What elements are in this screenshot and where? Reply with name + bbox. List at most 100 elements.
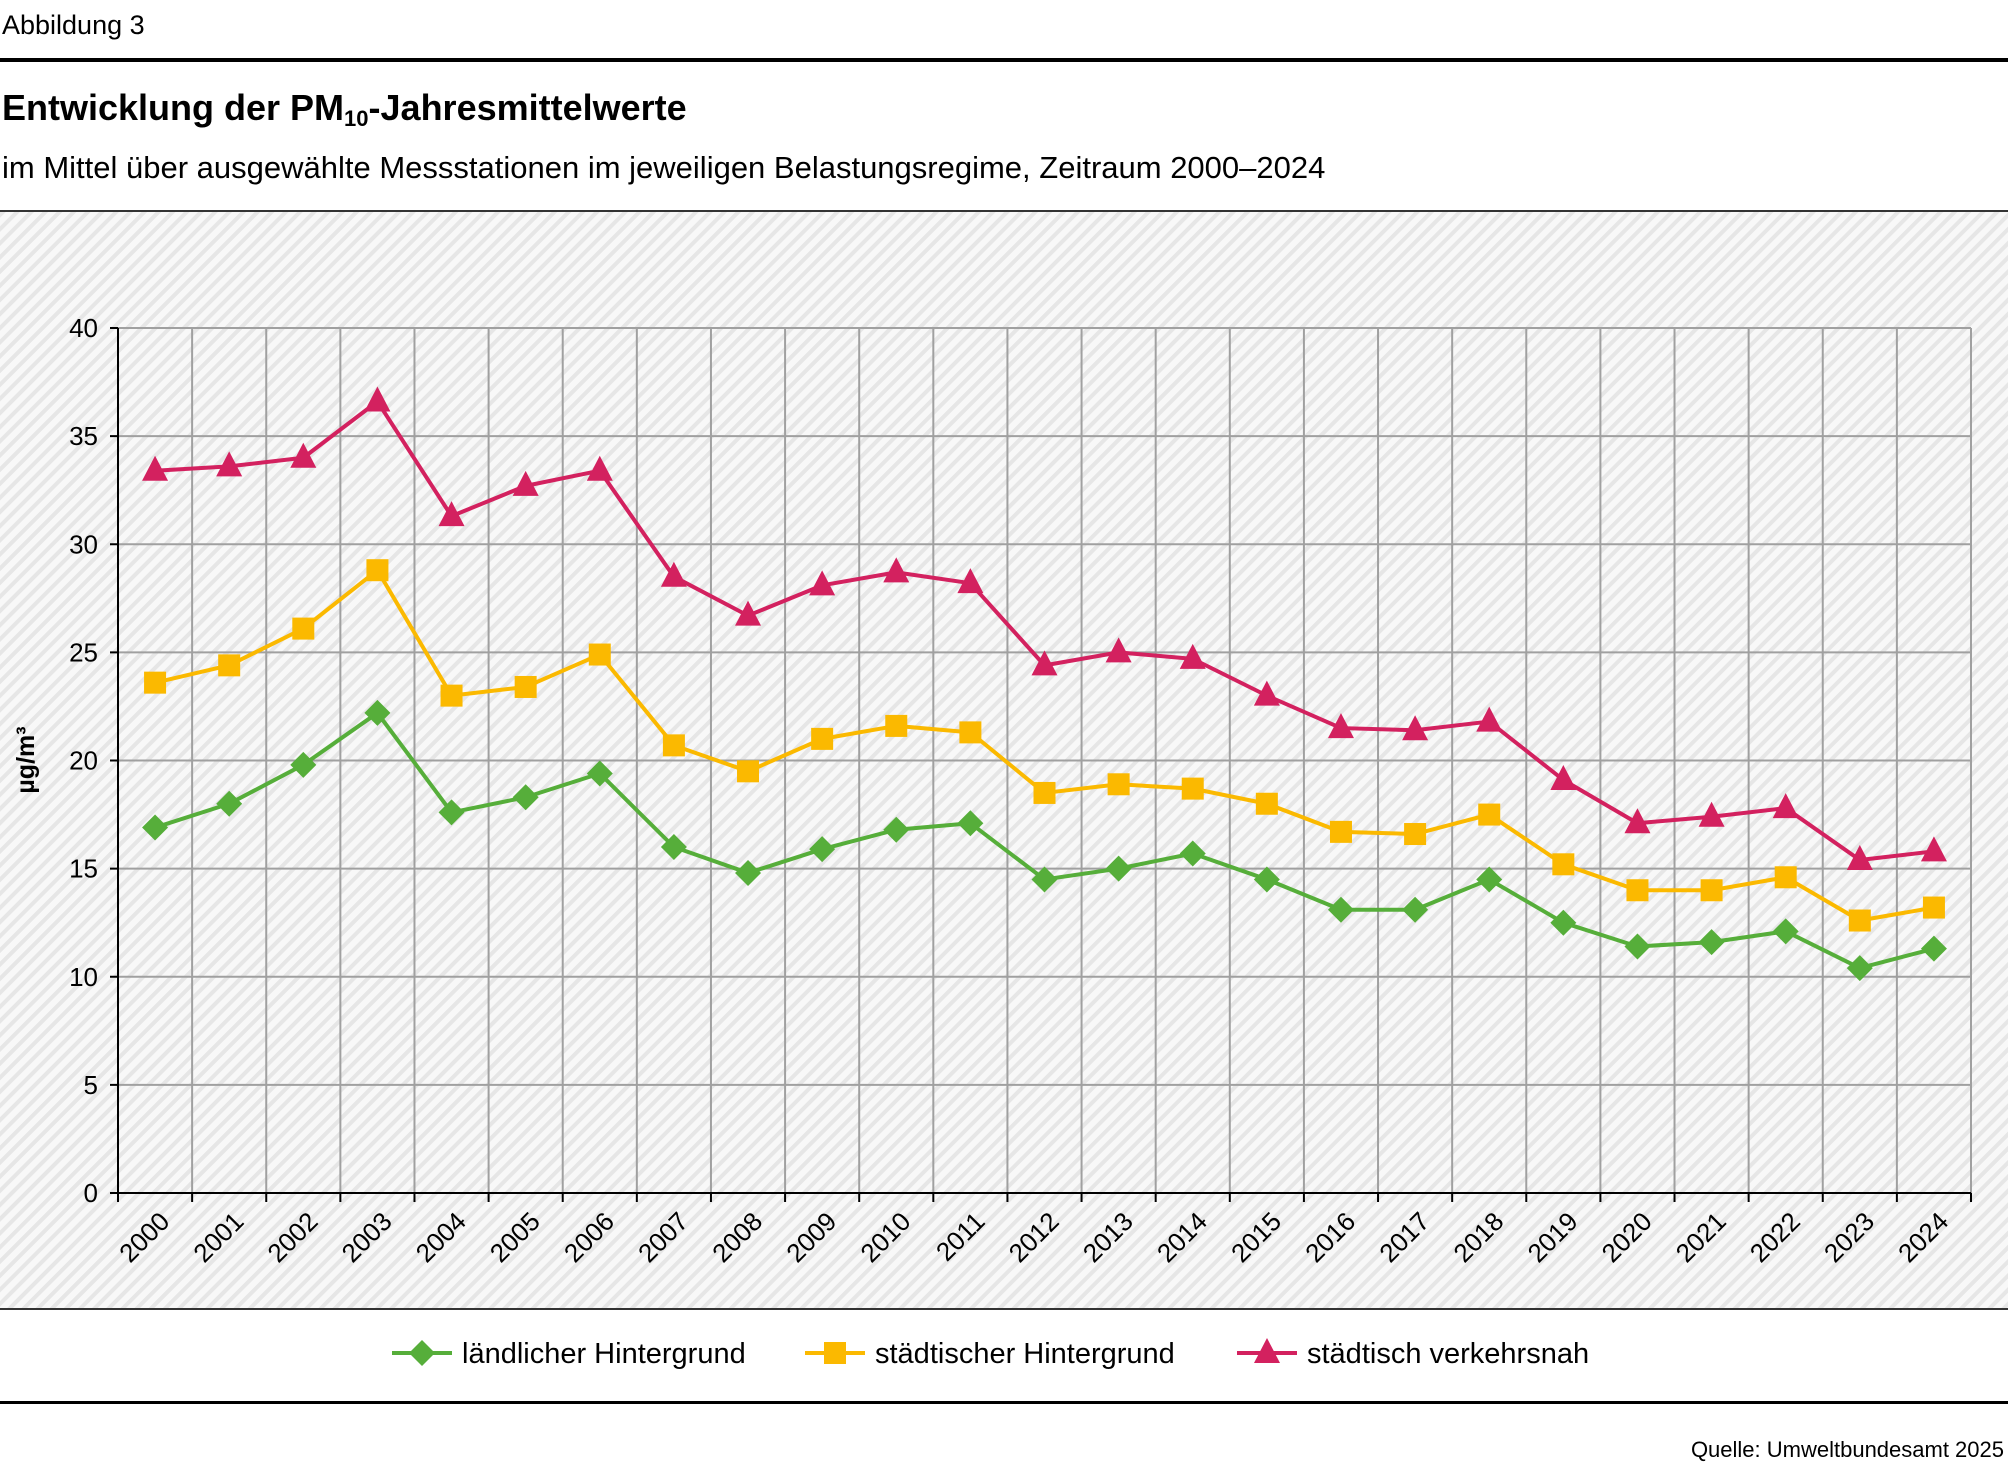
data-point — [512, 470, 539, 496]
data-point — [364, 386, 391, 412]
data-point — [1181, 777, 1204, 800]
y-tick-label: 25 — [69, 637, 98, 667]
data-point — [1255, 792, 1278, 815]
data-point — [1698, 801, 1725, 827]
legend-item: ländlicher Hintergrund — [392, 1338, 746, 1370]
chart-title: Entwicklung der PM10-Jahresmittelwerte — [2, 87, 687, 131]
data-point — [218, 654, 241, 677]
y-tick-label: 30 — [69, 529, 98, 559]
data-point — [144, 671, 167, 694]
data-point — [735, 859, 762, 886]
data-point — [1774, 866, 1797, 889]
chart-subtitle: im Mittel über ausgewählte Messstationen… — [2, 150, 1325, 185]
data-point — [883, 816, 910, 843]
legend: ländlicher Hintergrund städtischer Hinter… — [392, 1338, 1589, 1370]
data-point — [1329, 820, 1352, 843]
data-point — [290, 751, 317, 778]
data-point — [1848, 909, 1871, 932]
data-point — [142, 455, 169, 481]
data-point — [1179, 840, 1206, 867]
top-rule — [0, 58, 2008, 62]
data-point — [1552, 853, 1575, 876]
legend-marker-square-icon — [824, 1342, 846, 1364]
data-point — [1476, 706, 1503, 732]
series-group — [142, 386, 1947, 982]
data-point — [809, 570, 836, 596]
data-point — [1031, 650, 1058, 676]
legend-item: städtisch verkehrsnah — [1237, 1338, 1589, 1370]
data-point — [959, 721, 982, 744]
data-point — [809, 836, 836, 863]
data-point — [1478, 803, 1501, 826]
y-tick-label: 5 — [84, 1070, 98, 1100]
data-point — [216, 790, 243, 817]
data-point — [957, 810, 984, 837]
data-point — [142, 814, 169, 841]
data-point — [1700, 879, 1723, 902]
data-point — [290, 442, 317, 468]
data-point — [1846, 844, 1873, 870]
data-point — [440, 684, 463, 707]
y-axis-label: µg/m³ — [12, 726, 40, 793]
data-point — [1107, 773, 1130, 796]
y-tick-label: 35 — [69, 421, 98, 451]
data-point — [1404, 823, 1427, 846]
data-point — [1920, 836, 1947, 862]
y-tick-label: 20 — [69, 746, 98, 776]
data-point — [514, 675, 537, 698]
data-point — [1772, 918, 1799, 945]
gridlines — [118, 327, 1972, 1193]
data-point — [586, 760, 613, 787]
data-point — [660, 834, 687, 860]
data-point — [1922, 896, 1945, 919]
legend-marker-triangle-icon — [1254, 1338, 1280, 1363]
y-tick-label: 40 — [69, 313, 98, 343]
data-point — [586, 455, 613, 481]
data-point — [1031, 866, 1058, 893]
data-point — [737, 760, 760, 783]
data-point — [1105, 855, 1132, 882]
data-point — [1327, 896, 1354, 923]
data-point — [883, 557, 910, 583]
data-point — [1476, 866, 1503, 893]
data-point — [1179, 643, 1206, 669]
series-diamond — [142, 699, 1947, 982]
data-point — [1772, 793, 1799, 819]
data-point — [1105, 637, 1132, 663]
data-point — [1402, 896, 1429, 923]
figure-label: Abbildung 3 — [2, 10, 145, 40]
data-point — [660, 561, 687, 587]
data-point — [1033, 781, 1056, 804]
data-point — [366, 559, 389, 582]
data-point — [1550, 909, 1577, 936]
data-point — [1624, 933, 1651, 960]
legend-label: städtisch verkehrsnah — [1307, 1338, 1589, 1370]
y-tick-label: 0 — [84, 1178, 98, 1208]
y-tick-label: 15 — [69, 854, 98, 884]
data-point — [811, 727, 834, 750]
legend-item: städtischer Hintergrund — [805, 1338, 1175, 1370]
legend-rule — [0, 1308, 2008, 1310]
data-point — [1253, 866, 1280, 893]
data-point — [438, 501, 465, 527]
data-point — [1550, 764, 1577, 790]
series-square — [144, 559, 1945, 932]
data-point — [1698, 929, 1725, 956]
data-point — [1920, 935, 1947, 962]
data-point — [292, 617, 315, 640]
data-point — [512, 784, 539, 811]
header-rule — [0, 210, 2008, 212]
data-point — [438, 799, 465, 826]
series-triangle — [142, 386, 1947, 870]
data-point — [1402, 715, 1429, 741]
data-point — [1624, 808, 1651, 834]
legend-marker-diamond-icon — [409, 1340, 435, 1366]
data-point — [735, 600, 762, 626]
data-point — [364, 699, 391, 726]
legend-label: städtischer Hintergrund — [875, 1338, 1175, 1370]
data-point — [216, 451, 243, 477]
bottom-rule — [0, 1401, 2008, 1404]
data-point — [1846, 955, 1873, 982]
data-point — [1327, 713, 1354, 739]
